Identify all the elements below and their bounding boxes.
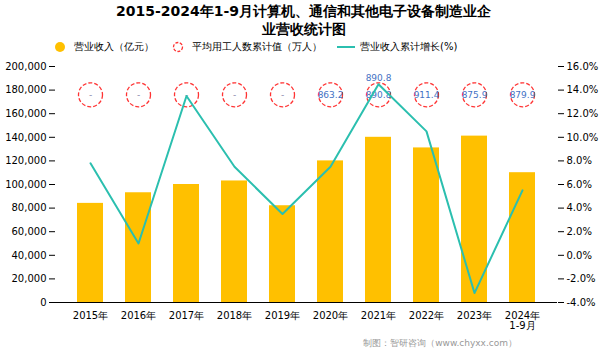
svg-text:0.0%: 0.0%: [567, 250, 592, 261]
html-text:营业收入累计增长(%): 营业收入累计增长(%): [360, 41, 458, 52]
svg-text:879.9879.9: 879.9879.9: [510, 90, 536, 100]
svg-text:911.4911.4: 911.4911.4: [414, 90, 440, 100]
svg-text:20,000: 20,000: [12, 273, 47, 284]
svg-text:14.0%: 14.0%: [567, 84, 599, 95]
svg-text:16.0%: 16.0%: [567, 61, 599, 72]
svg-text:10.0%: 10.0%: [567, 132, 599, 143]
svg-text:2023年: 2023年: [457, 310, 492, 321]
html-text:2015-2024年1-9月计算机、通信和其他电子设备制造业: 2015-2024年1-9月计算机、通信和其他电子设备制造业企: [116, 3, 491, 19]
html-text:营业收入（亿元）: 营业收入（亿元）: [74, 41, 154, 52]
html-text:890.8: 890.8: [365, 89, 392, 100]
svg-text:100,000: 100,000: [5, 179, 46, 190]
svg-text:2018年: 2018年: [217, 310, 252, 321]
svg-text:2016年: 2016年: [121, 310, 156, 321]
svg-text:160,000: 160,000: [5, 108, 46, 119]
svg-text:2024年1-9月: 2024年1-9月: [505, 310, 540, 331]
svg-text:2017年: 2017年: [169, 310, 204, 321]
svg-text:120,000: 120,000: [5, 155, 46, 166]
svg-text:60,000: 60,000: [12, 226, 47, 237]
svg-text:2020年: 2020年: [313, 310, 348, 321]
svg-text:2022年: 2022年: [409, 310, 444, 321]
svg-text:875.9875.9: 875.9875.9: [462, 90, 488, 100]
svg-text:200,000: 200,000: [5, 61, 46, 72]
svg-text:--: --: [89, 90, 92, 100]
svg-text:40,000: 40,000: [12, 250, 47, 261]
html-text:平均用工人数累计值（万人）: 平均用工人数累计值（万人）: [192, 41, 322, 52]
svg-text:--: --: [137, 90, 140, 100]
svg-text:-4.0%: -4.0%: [567, 297, 596, 308]
svg-text:890.8: 890.8: [366, 73, 392, 83]
html-text:制图：智研咨询（www.chyxx.com）: 制图：智研咨询（www.chyxx.com）: [363, 338, 517, 348]
svg-text:863.2863.2: 863.2863.2: [318, 90, 344, 100]
svg-text:2015年: 2015年: [73, 310, 108, 321]
svg-text:-2.0%: -2.0%: [567, 273, 596, 284]
svg-text:6.0%: 6.0%: [567, 179, 592, 190]
svg-text:2019年: 2019年: [265, 310, 300, 321]
svg-text:2021年: 2021年: [361, 310, 396, 321]
svg-text:4.0%: 4.0%: [567, 202, 592, 213]
svg-text:--: --: [233, 90, 236, 100]
svg-text:2.0%: 2.0%: [567, 226, 592, 237]
svg-text:140,000: 140,000: [5, 132, 46, 143]
svg-text:12.0%: 12.0%: [567, 108, 599, 119]
svg-text:80,000: 80,000: [12, 202, 47, 213]
svg-text:0: 0: [40, 297, 46, 308]
html-text:业营收统计图: 业营收统计图: [261, 21, 346, 37]
svg-text:8.0%: 8.0%: [567, 155, 592, 166]
svg-text:--: --: [281, 90, 284, 100]
svg-text:180,000: 180,000: [5, 84, 46, 95]
